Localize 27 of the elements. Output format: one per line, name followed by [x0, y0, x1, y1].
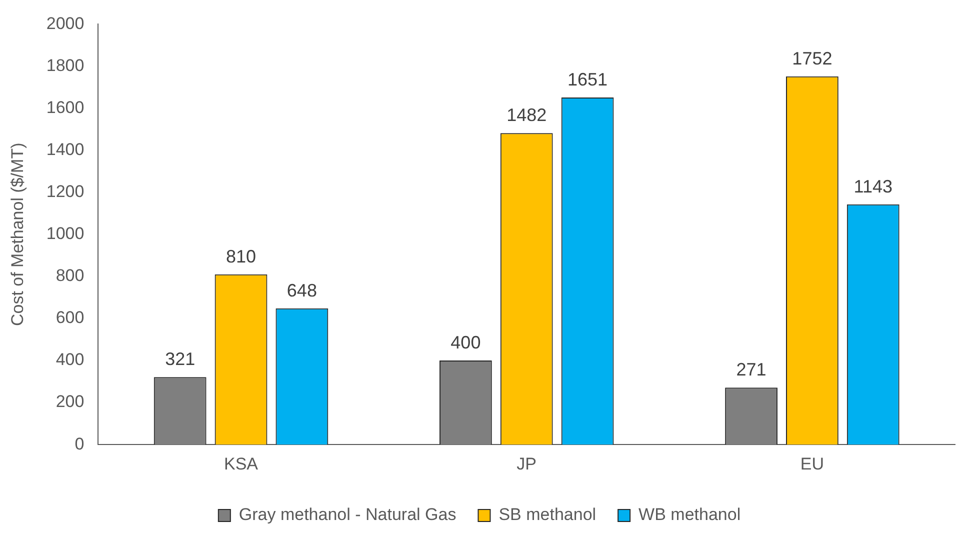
y-tick-label: 1400 — [46, 140, 84, 160]
data-label: 648 — [286, 280, 317, 300]
y-tick-label: 0 — [74, 434, 84, 454]
data-label: 810 — [226, 246, 256, 266]
y-tick-label: 800 — [56, 266, 84, 286]
y-tick-label: 2000 — [46, 14, 84, 33]
data-label: 1143 — [854, 176, 892, 196]
data-label: 400 — [450, 332, 481, 352]
legend-label: SB methanol — [498, 505, 596, 524]
data-label: 271 — [736, 360, 766, 380]
data-label: 321 — [165, 349, 196, 370]
y-tick-label: 1600 — [46, 98, 84, 117]
data-label: 1651 — [568, 70, 608, 90]
x-tick-label: EU — [800, 454, 824, 474]
x-tick-label: JP — [516, 454, 537, 474]
y-tick-label: 1800 — [46, 56, 84, 75]
y-tick-label: 400 — [56, 350, 84, 370]
legend-label: WB methanol — [638, 505, 741, 524]
y-tick-label: 1000 — [46, 224, 84, 244]
legend-label: Gray methanol - Natural Gas — [238, 505, 456, 524]
data-label: 1752 — [792, 48, 832, 68]
data-label: 1482 — [506, 105, 547, 126]
y-tick-label: 1200 — [46, 182, 84, 202]
x-tick-label: KSA — [224, 454, 259, 474]
y-axis-title: Cost of Methanol ($/MT) — [8, 142, 27, 326]
y-tick-label: 200 — [56, 392, 84, 412]
y-tick-label: 600 — [56, 308, 84, 328]
